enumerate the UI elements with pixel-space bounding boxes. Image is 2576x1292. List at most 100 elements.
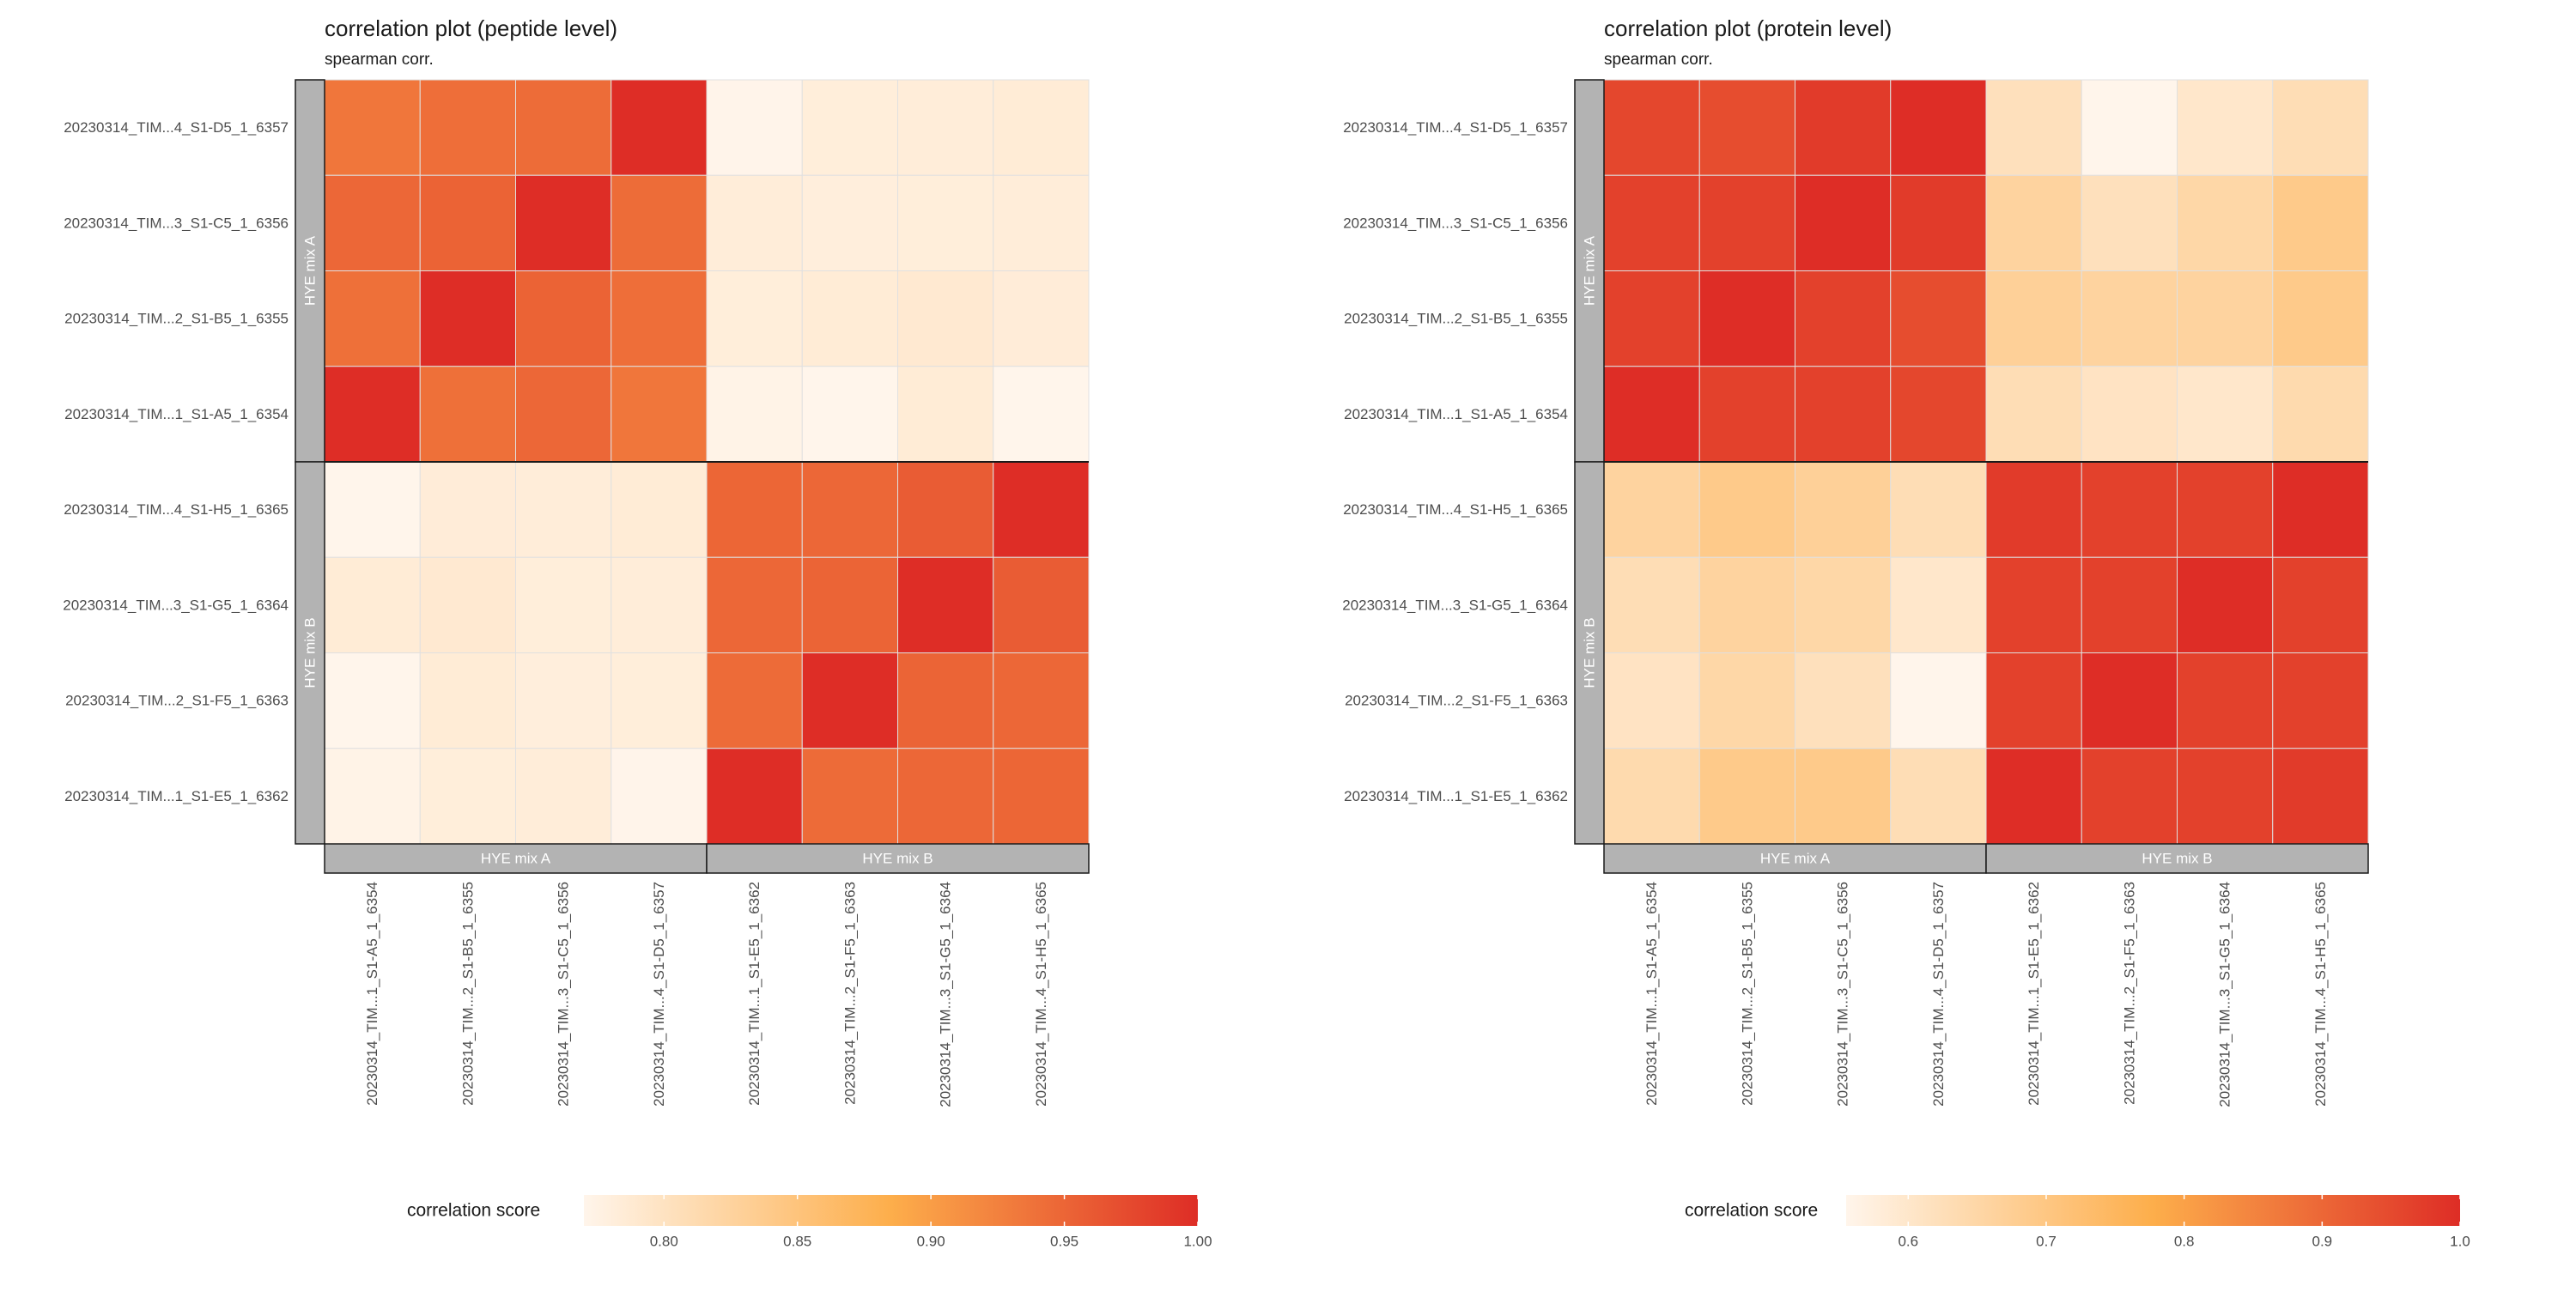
row-label: 20230314_TIM...3_S1-C5_1_6356 xyxy=(64,215,289,231)
legend-tick-label: 0.95 xyxy=(1050,1234,1078,1250)
legend: correlation score 0.80 0.85 0.90 0.95 1.00 xyxy=(407,1195,1212,1250)
heatmap-cell xyxy=(897,79,994,176)
row-label: 20230314_TIM...3_S1-C5_1_6356 xyxy=(1343,215,1568,231)
heatmap-cell xyxy=(1698,461,1795,558)
heatmap-cell xyxy=(324,461,421,558)
legend-tick-label: 0.85 xyxy=(783,1234,811,1250)
col-label: 20230314_TIM...4_S1-D5_1_6357 xyxy=(651,882,667,1107)
heatmap-cell xyxy=(611,366,708,463)
heatmap-cell xyxy=(2081,748,2178,845)
heatmap-cell xyxy=(2272,174,2369,271)
heatmap-panel-2: correlation plot (protein level) spearman… xyxy=(1342,15,2470,1250)
heatmap-cell xyxy=(897,748,994,845)
row-label: 20230314_TIM...2_S1-B5_1_6355 xyxy=(1344,311,1568,327)
heatmap-cell xyxy=(515,270,612,367)
heatmap-cell xyxy=(2177,556,2274,653)
row-group-label: HYE mix B xyxy=(1582,617,1598,688)
heatmap-cell xyxy=(801,556,898,653)
heatmap-panel-1: correlation plot (peptide level) spearman… xyxy=(63,15,1212,1250)
heatmap-cell xyxy=(801,652,898,749)
heatmap-cell xyxy=(324,174,421,271)
col-label: 20230314_TIM...3_S1-C5_1_6356 xyxy=(1835,882,1851,1107)
heatmap-cell xyxy=(419,556,516,653)
heatmap-cell xyxy=(1985,461,2082,558)
heatmap-cell xyxy=(1795,174,1892,271)
heatmap-cell xyxy=(2081,174,2178,271)
row-label: 20230314_TIM...1_S1-A5_1_6354 xyxy=(64,406,289,422)
col-label: 20230314_TIM...1_S1-A5_1_6354 xyxy=(364,882,380,1106)
heatmap-cell xyxy=(1890,556,1987,653)
heatmap-cell xyxy=(611,652,708,749)
heatmap-cell xyxy=(611,174,708,271)
row-label: 20230314_TIM...4_S1-H5_1_6365 xyxy=(1343,501,1568,518)
heatmap-cell xyxy=(1698,652,1795,749)
heatmap-cell xyxy=(706,79,803,176)
heatmap-cell xyxy=(897,366,994,463)
heatmap-cell xyxy=(801,174,898,271)
heatmap-cell xyxy=(2081,652,2178,749)
col-group-label: HYE mix A xyxy=(1760,851,1831,867)
heatmap-cell xyxy=(2272,79,2369,176)
legend-tick-label: 0.8 xyxy=(2174,1234,2195,1250)
heatmap-cell xyxy=(801,366,898,463)
heatmap-cell xyxy=(706,556,803,653)
heatmap-cell xyxy=(1698,556,1795,653)
legend-tick-label: 0.90 xyxy=(917,1234,945,1250)
col-label: 20230314_TIM...2_S1-B5_1_6355 xyxy=(459,882,476,1106)
heatmap-cell xyxy=(1698,748,1795,845)
legend-tick-label: 1.0 xyxy=(2450,1234,2470,1250)
col-label: 20230314_TIM...2_S1-F5_1_6363 xyxy=(841,882,858,1105)
heatmap-cell xyxy=(1603,79,1700,176)
heatmap-cell xyxy=(515,748,612,845)
heatmap-cell xyxy=(324,366,421,463)
heatmap-cell xyxy=(2081,461,2178,558)
heatmap-cell xyxy=(515,461,612,558)
row-label: 20230314_TIM...2_S1-F5_1_6363 xyxy=(1345,693,1568,709)
heatmap-cell xyxy=(897,270,994,367)
heatmap-cell xyxy=(1603,270,1700,367)
heatmap-cell xyxy=(706,461,803,558)
col-label: 20230314_TIM...2_S1-B5_1_6355 xyxy=(1739,882,1755,1106)
heatmap-cell xyxy=(2081,366,2178,463)
heatmap-cell xyxy=(2177,79,2274,176)
legend-tick-label: 0.6 xyxy=(1898,1234,1918,1250)
heatmap-cell xyxy=(2081,556,2178,653)
row-label: 20230314_TIM...3_S1-G5_1_6364 xyxy=(1342,597,1568,613)
heatmap-cell xyxy=(706,748,803,845)
row-group-strip xyxy=(1574,79,1605,463)
legend-colorbar xyxy=(1846,1195,2460,1226)
col-label: 20230314_TIM...3_S1-C5_1_6356 xyxy=(556,882,572,1107)
col-label: 20230314_TIM...3_S1-G5_1_6364 xyxy=(938,882,954,1107)
heatmap-cell xyxy=(1698,174,1795,271)
col-group-label: HYE mix B xyxy=(2142,851,2212,867)
row-group-label: HYE mix A xyxy=(302,235,319,306)
heatmap-cell xyxy=(993,174,1090,271)
col-label: 20230314_TIM...4_S1-D5_1_6357 xyxy=(1930,882,1947,1107)
heatmap-cell xyxy=(419,270,516,367)
heatmap-cell xyxy=(897,461,994,558)
heatmap-cell xyxy=(801,79,898,176)
heatmap-cell xyxy=(1603,748,1700,845)
heatmap-cell xyxy=(2272,556,2369,653)
heatmap-cell xyxy=(419,652,516,749)
col-label: 20230314_TIM...1_S1-A5_1_6354 xyxy=(1643,882,1660,1106)
heatmap-cell xyxy=(897,652,994,749)
heatmap-cell xyxy=(1890,366,1987,463)
legend-tick-label: 0.9 xyxy=(2312,1234,2333,1250)
heatmap-cell xyxy=(1985,79,2082,176)
heatmap-cell xyxy=(419,461,516,558)
row-label: 20230314_TIM...2_S1-B5_1_6355 xyxy=(64,311,289,327)
heatmap-cell xyxy=(515,79,612,176)
heatmap-cell xyxy=(1890,461,1987,558)
heatmap-cells xyxy=(324,79,1090,845)
row-group-strip xyxy=(295,79,325,463)
heatmap-cell xyxy=(801,270,898,367)
legend-tick-label: 0.80 xyxy=(650,1234,678,1250)
heatmap-cell xyxy=(2177,270,2274,367)
col-label: 20230314_TIM...1_S1-E5_1_6362 xyxy=(746,882,762,1106)
heatmap-cell xyxy=(515,556,612,653)
col-group-strip xyxy=(324,843,708,874)
col-group-label: HYE mix B xyxy=(862,851,933,867)
